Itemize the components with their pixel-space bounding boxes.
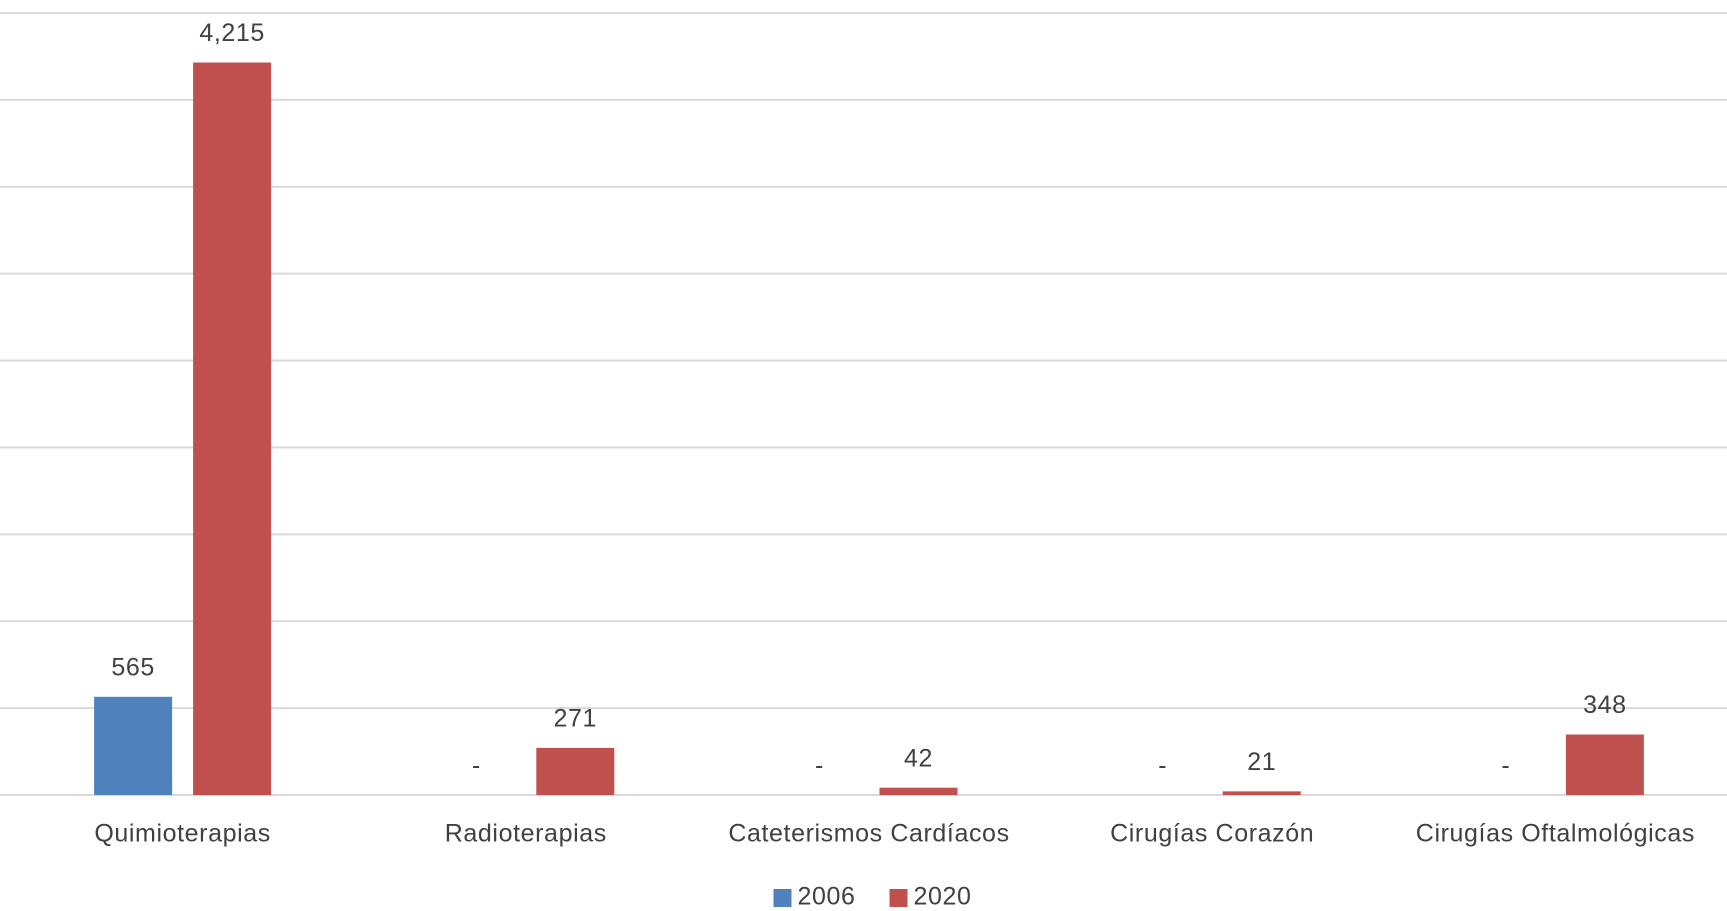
value-label: 348 xyxy=(1583,691,1627,719)
value-label: 4,215 xyxy=(199,19,265,47)
x-tick-label: Cirugías Corazón xyxy=(1110,820,1314,848)
value-label: 42 xyxy=(904,744,933,772)
legend-swatch xyxy=(773,889,792,907)
bar xyxy=(193,62,272,795)
value-label: 565 xyxy=(111,653,155,681)
value-label: 21 xyxy=(1247,748,1276,776)
x-tick-label: Cateterismos Cardíacos xyxy=(728,820,1009,848)
bar xyxy=(1565,734,1644,795)
x-tick-label: Radioterapias xyxy=(445,820,607,848)
bar xyxy=(1222,791,1301,795)
legend-label: 2020 xyxy=(913,883,971,911)
legend-label: 2006 xyxy=(797,883,855,911)
value-label: - xyxy=(1158,752,1167,780)
value-label: 271 xyxy=(554,705,598,733)
x-tick-label: Cirugías Oftalmológicas xyxy=(1416,820,1695,848)
legend-swatch xyxy=(889,889,908,907)
value-label: - xyxy=(815,752,824,780)
bar xyxy=(879,787,958,795)
bar xyxy=(536,747,615,795)
value-label: - xyxy=(472,752,481,780)
bar xyxy=(94,696,173,795)
value-label: - xyxy=(1501,752,1510,780)
x-tick-label: Quimioterapias xyxy=(94,820,271,848)
